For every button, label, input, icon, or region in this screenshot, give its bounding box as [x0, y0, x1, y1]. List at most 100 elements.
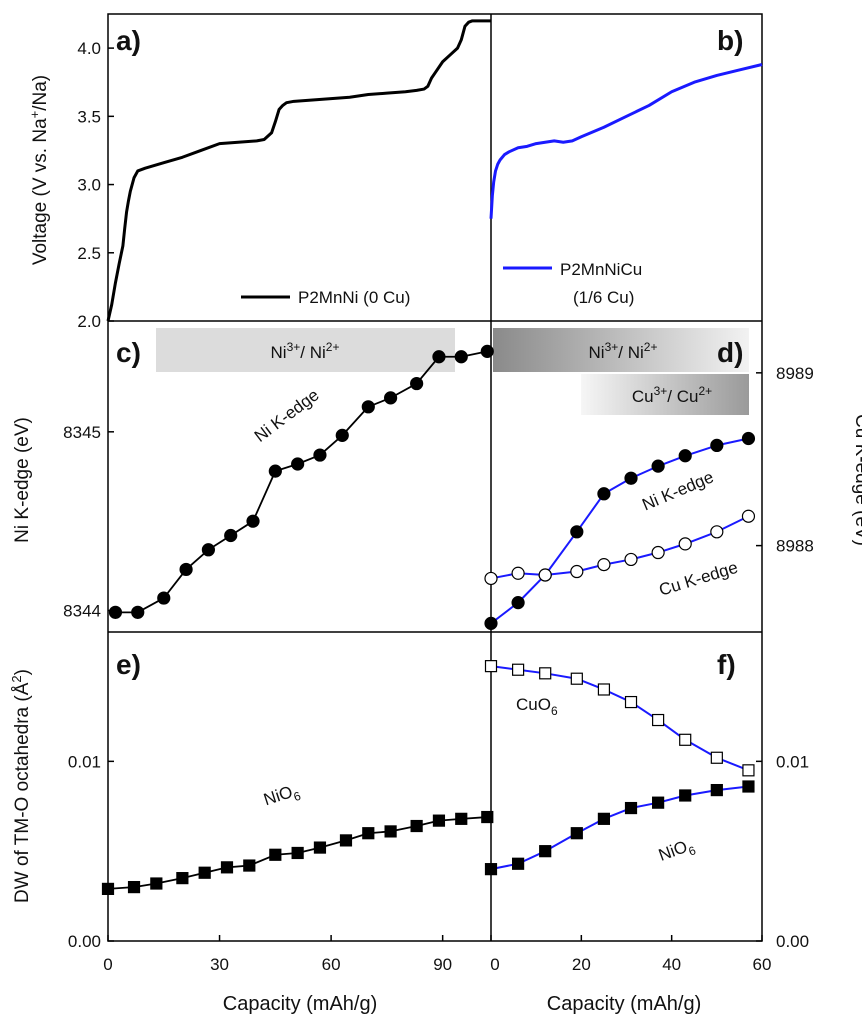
- x-axis-title-left: Capacity (mAh/g): [223, 993, 378, 1015]
- panel-label-f: f): [717, 649, 736, 680]
- ni-kedge-point-c: [454, 350, 468, 364]
- ni-kedge-point-d: [710, 438, 724, 452]
- ni-kedge-point-c: [480, 344, 494, 358]
- dw-tick-label: 0.00: [68, 932, 101, 951]
- ni-kedge-point-c: [108, 605, 123, 619]
- nio6-point-e: [410, 819, 423, 833]
- ni-kedge-point-c: [224, 528, 238, 543]
- ni-kedge-point-c: [246, 514, 260, 528]
- series-label-cuo6-f: CuO6: [516, 695, 558, 718]
- ni-kedge-point-c: [291, 457, 305, 471]
- cuo6-point-f: [597, 683, 611, 696]
- cu-kedge-point-d: [597, 558, 611, 572]
- ni-kedge-point-c: [268, 464, 282, 478]
- nio6-point-e: [220, 861, 234, 874]
- cu-kedge-point-d: [741, 509, 756, 523]
- cu-kedge-line-d: [490, 515, 749, 580]
- plot-frame: [107, 13, 763, 942]
- nio6-point-f: [511, 857, 525, 870]
- x-tick-label-left: 0: [103, 955, 112, 974]
- voltage-tick-label: 3.0: [77, 176, 101, 195]
- cuo6-point-f: [570, 672, 583, 685]
- ni-kedge-point-c: [410, 376, 424, 391]
- legend-label-b-line1: P2MnNiCu: [560, 260, 642, 279]
- dw-right-tick-label: 0.01: [776, 752, 809, 771]
- ni-kedge-point-c: [335, 428, 349, 442]
- voltage-tick-label: 2.5: [77, 244, 101, 263]
- cu-kedge-point-d: [484, 571, 498, 586]
- series-label-ni-kedge-c: Ni K-edge: [251, 385, 323, 446]
- nio6-point-e: [198, 866, 211, 879]
- ni-kedge-point-c: [131, 605, 145, 619]
- x-tick-label-right: 40: [662, 955, 681, 974]
- ni-kedge-point-d: [597, 487, 611, 501]
- ni-kedge-point-d: [484, 616, 498, 630]
- series-label-ni-kedge-d: Ni K-edge: [639, 467, 716, 514]
- ni-kedge-point-c: [157, 591, 171, 605]
- band-ni-redox-right: [493, 328, 749, 372]
- series-label-cu-kedge-d: Cu K-edge: [657, 558, 740, 600]
- ni-kedge-point-d: [678, 449, 692, 463]
- ni-kedge-line-c: [115, 350, 488, 614]
- ni-kedge-point-c: [201, 543, 215, 557]
- cuo6-line-f: [490, 665, 749, 772]
- panel-label-c: c): [116, 337, 141, 368]
- nio6-point-f: [570, 827, 583, 840]
- nio6-point-e: [384, 825, 397, 838]
- x-tick-label-right: 0: [490, 955, 499, 974]
- y-axis-title-ni-kedge: Ni K-edge (eV): [12, 417, 33, 543]
- x-tick-label-left: 60: [322, 955, 341, 974]
- cu-kedge-point-d: [651, 545, 665, 560]
- cuo6-point-f: [484, 660, 498, 673]
- nio6-line-f: [490, 785, 749, 871]
- y-axis-title-voltage: Voltage (V vs. Na+/Na): [27, 75, 51, 265]
- voltage-curve-p2mnni: [106, 19, 491, 322]
- band-ni-redox-left: [156, 328, 455, 372]
- nio6-point-e: [455, 812, 468, 825]
- x-tick-label-right: 20: [572, 955, 591, 974]
- nio6-point-e: [432, 814, 446, 827]
- ni-kedge-point-c: [179, 562, 193, 577]
- nio6-point-f: [652, 796, 665, 809]
- series-label-nio6-f: NiO6: [656, 835, 698, 869]
- panel-label-d: d): [717, 337, 743, 368]
- ni-kedge-point-d: [741, 431, 756, 446]
- nio6-point-f: [679, 789, 692, 802]
- y-axis-title-cu-kedge: Cu K-edge (eV): [851, 414, 862, 546]
- voltage-tick-label: 3.5: [77, 107, 101, 126]
- dw-tick-label: 0.01: [68, 752, 101, 771]
- nio6-point-e: [362, 827, 375, 840]
- ni-kedge-point-c: [361, 400, 375, 414]
- ni-kedge-line-d: [490, 437, 749, 625]
- cu-kedge-point-d: [710, 525, 724, 539]
- cuo6-point-f: [710, 751, 723, 764]
- series-markers: [101, 344, 756, 896]
- cu-kedge-point-d: [570, 564, 584, 579]
- nio6-point-e: [127, 881, 141, 894]
- cu-kedge-tick-label: 8989: [776, 364, 814, 383]
- nio6-point-f: [710, 783, 723, 797]
- ni-kedge-point-d: [511, 596, 525, 610]
- band-label-ni-left: Ni3+/ Ni2+: [271, 340, 340, 362]
- voltage-tick-label: 2.0: [77, 312, 101, 331]
- nio6-point-e: [291, 846, 304, 860]
- x-axis-title-right: Capacity (mAh/g): [547, 993, 702, 1015]
- cu-kedge-point-d: [538, 568, 552, 582]
- nio6-point-e: [150, 877, 163, 890]
- ni-kedge-tick-label: 8345: [63, 423, 101, 442]
- cuo6-point-f: [742, 764, 755, 777]
- ni-kedge-point-d: [624, 471, 638, 485]
- cuo6-point-f: [539, 667, 552, 680]
- nio6-point-f: [539, 845, 552, 858]
- legend-label-a: P2MnNi (0 Cu): [298, 288, 410, 307]
- cuo6-point-f: [679, 733, 692, 746]
- legend-label-b-line2: (1/6 Cu): [573, 288, 634, 307]
- nio6-point-e: [481, 810, 494, 824]
- y-axis-title-dw: DW of TM-O octahedra (Å2): [9, 669, 33, 903]
- voltage-tick-label: 4.0: [77, 39, 101, 58]
- x-tick-label-left: 90: [433, 955, 452, 974]
- panel-label-a: a): [116, 25, 141, 56]
- ni-kedge-tick-label: 8344: [63, 602, 101, 621]
- nio6-point-f: [597, 812, 611, 825]
